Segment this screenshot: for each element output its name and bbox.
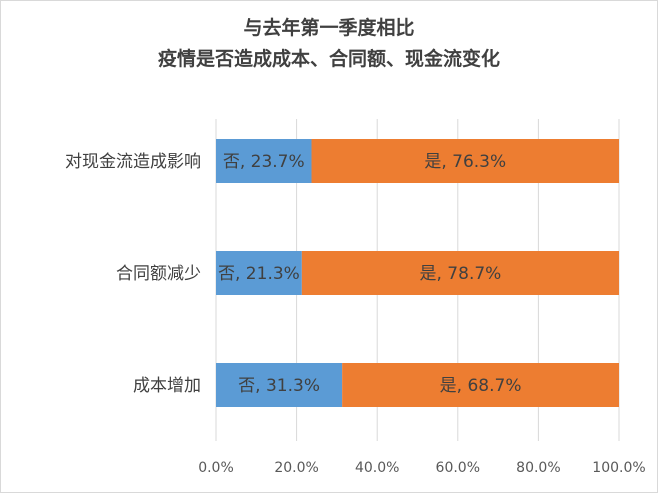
chart-title: 与去年第一季度相比 疫情是否造成成本、合同额、现金流变化: [158, 16, 500, 70]
x-tick-label-2: 40.0%: [355, 460, 399, 476]
data-label-no-1: 否, 21.3%: [218, 264, 300, 284]
data-label-yes-1: 是, 78.7%: [420, 264, 502, 284]
bar-no-2: [216, 363, 343, 407]
category-label-0: 对现金流造成影响: [65, 152, 201, 172]
x-tick-label-3: 60.0%: [436, 460, 480, 476]
bars: [216, 139, 619, 407]
category-label-1: 合同额减少: [116, 264, 201, 284]
data-labels: 否, 23.7% 是, 76.3% 否, 21.3% 是, 78.7% 否, 31.3%…: [218, 152, 521, 396]
bar-yes-1: [301, 251, 619, 295]
data-label-yes-0: 是, 76.3%: [424, 152, 506, 172]
chart-title-line-1: 与去年第一季度相比: [243, 16, 414, 39]
data-label-yes-2: 是, 68.7%: [440, 376, 522, 396]
bar-yes-0: [311, 139, 619, 183]
bar-yes-2: [342, 363, 619, 407]
x-tick-label-0: 0.0%: [198, 460, 234, 476]
x-tick-label-4: 80.0%: [516, 460, 560, 476]
chart-title-line-2: 疫情是否造成成本、合同额、现金流变化: [158, 47, 500, 70]
bar-no-1: [216, 251, 302, 295]
x-axis-tick-labels: 0.0% 20.0% 40.0% 60.0% 80.0% 100.0%: [198, 460, 645, 476]
x-tick-label-5: 100.0%: [592, 460, 645, 476]
data-label-no-0: 否, 23.7%: [223, 152, 305, 172]
category-label-2: 成本增加: [133, 376, 201, 396]
bar-no-0: [216, 139, 312, 183]
x-tick-label-1: 20.0%: [274, 460, 318, 476]
data-label-no-2: 否, 31.3%: [238, 376, 320, 396]
